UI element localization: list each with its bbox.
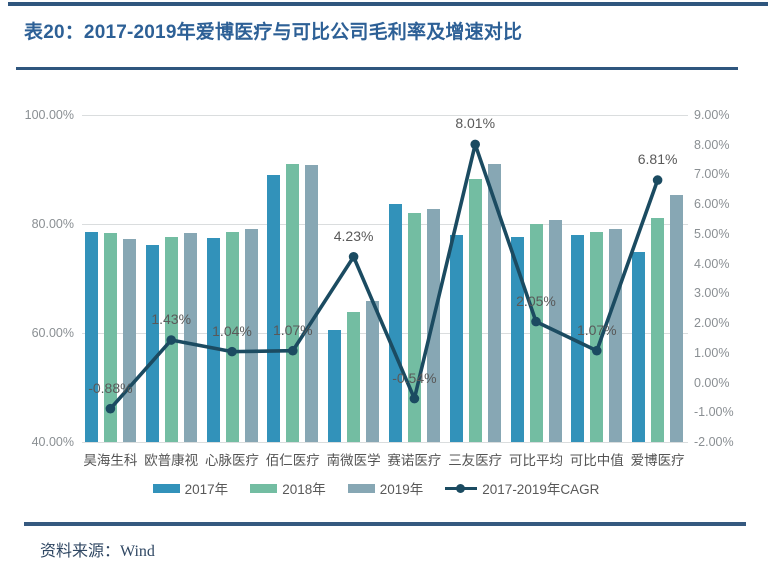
legend-item-2017: 2017年 <box>152 478 229 498</box>
legend-line-marker-icon <box>445 483 478 493</box>
table-bottom-border <box>24 522 746 526</box>
legend-label-2017: 2017年 <box>184 482 229 497</box>
bar-2017年-可比平均 <box>510 237 524 442</box>
bar-2017年-佰仁医疗 <box>267 174 281 442</box>
gridline <box>82 441 688 443</box>
legend-item-cagr: 2017-2019年CAGR <box>445 478 599 498</box>
cagr-data-label: 1.04% <box>212 322 252 339</box>
title-underline <box>16 67 738 70</box>
cagr-data-label: 8.01% <box>455 115 496 132</box>
table-title: 表20：2017-2019年爱博医疗与可比公司毛利率及增速对比 <box>24 22 523 43</box>
bar-2019年-爱博医疗 <box>670 194 684 442</box>
right-axis-tick: 8.00% <box>694 137 730 152</box>
table-top-border <box>8 2 768 6</box>
x-axis-label: 可比平均 <box>509 453 563 468</box>
right-axis-tick: 6.00% <box>694 197 730 212</box>
cagr-data-point <box>348 251 359 262</box>
bar-2019年-赛诺医疗 <box>426 208 440 442</box>
bar-2017年-心脉医疗 <box>206 238 220 442</box>
legend-swatch-2019 <box>347 483 375 493</box>
cagr-data-label: -0.88% <box>88 379 133 396</box>
bar-2017年-爱博医疗 <box>632 251 646 442</box>
legend-swatch-2018 <box>250 483 278 493</box>
bar-2017年-三友医疗 <box>449 234 463 442</box>
right-axis-tick: 2.00% <box>694 316 730 331</box>
x-axis-label: 赛诺医疗 <box>387 453 442 468</box>
x-axis-label: 欧普康视 <box>144 453 199 468</box>
x-axis-label: 可比中值 <box>569 453 624 468</box>
legend-label-2018: 2018年 <box>282 482 326 497</box>
bar-2017年-南微医学 <box>328 329 342 442</box>
x-axis-label: 爱博医疗 <box>630 453 685 468</box>
cagr-data-label: 1.07% <box>272 321 313 338</box>
x-axis-label: 心脉医疗 <box>205 453 259 468</box>
x-axis-label: 南微医学 <box>326 453 381 468</box>
right-axis-tick: 4.00% <box>694 256 730 271</box>
bar-2017年-可比中值 <box>571 234 585 442</box>
bar-2017年-昊海生科 <box>84 231 98 442</box>
bar-2018年-可比平均 <box>529 224 543 442</box>
bar-2018年-南微医学 <box>347 312 361 442</box>
x-axis-label: 三友医疗 <box>448 453 503 468</box>
bar-2018年-昊海生科 <box>103 232 117 442</box>
bar-2018年-赛诺医疗 <box>407 212 421 442</box>
x-axis-label: 昊海生科 <box>83 453 138 468</box>
left-axis-tick: 60.00% <box>31 326 74 340</box>
bar-2018年-爱博医疗 <box>651 218 665 442</box>
cagr-data-label: 4.23% <box>333 227 374 244</box>
gridline <box>82 223 688 225</box>
chart-legend: 2017年 2018年 2019年 2017-2019年CAGR <box>0 479 752 497</box>
legend-swatch-2017 <box>152 483 180 493</box>
bar-2019年-佰仁医疗 <box>305 164 319 442</box>
combo-chart: 100.00% 80.00% 60.00% 40.00% 9.00% 8.00% 7.00%… <box>24 108 734 468</box>
cagr-data-label: 1.07% <box>576 321 617 338</box>
right-axis-tick: 1.00% <box>694 345 730 360</box>
right-axis-tick: 7.00% <box>694 167 730 182</box>
left-axis-tick: 100.00% <box>24 108 74 122</box>
x-axis-label: 佰仁医疗 <box>265 453 320 468</box>
bar-2018年-佰仁医疗 <box>286 164 300 442</box>
legend-label-2019: 2019年 <box>379 482 424 497</box>
bar-2019年-昊海生科 <box>122 239 136 442</box>
source-note: 资料来源：Wind <box>40 543 155 560</box>
right-axis-tick: -2.00% <box>694 435 734 449</box>
right-axis-tick: 9.00% <box>694 108 730 122</box>
gridline <box>82 114 688 116</box>
right-axis-tick: 0.00% <box>694 375 730 390</box>
legend-item-2019: 2019年 <box>347 478 424 498</box>
legend-item-2018: 2018年 <box>250 478 326 498</box>
bar-2018年-三友医疗 <box>468 178 482 442</box>
bar-2018年-欧普康视 <box>164 236 178 442</box>
legend-label-cagr: 2017-2019年CAGR <box>482 482 600 497</box>
cagr-data-label: 2.05% <box>516 292 556 309</box>
right-axis-tick: 5.00% <box>694 226 730 241</box>
bar-2017年-欧普康视 <box>145 245 159 442</box>
cagr-data-label: 6.81% <box>637 151 678 168</box>
right-axis-tick: -1.00% <box>694 405 734 420</box>
cagr-data-label: 1.43% <box>151 311 192 328</box>
cagr-data-point <box>470 139 481 150</box>
right-axis-tick: 3.00% <box>694 286 730 301</box>
left-axis-tick: 40.00% <box>31 435 74 449</box>
left-axis-tick: 80.00% <box>31 217 74 231</box>
cagr-data-label: -0.54% <box>392 369 437 386</box>
cagr-data-point <box>652 175 663 185</box>
